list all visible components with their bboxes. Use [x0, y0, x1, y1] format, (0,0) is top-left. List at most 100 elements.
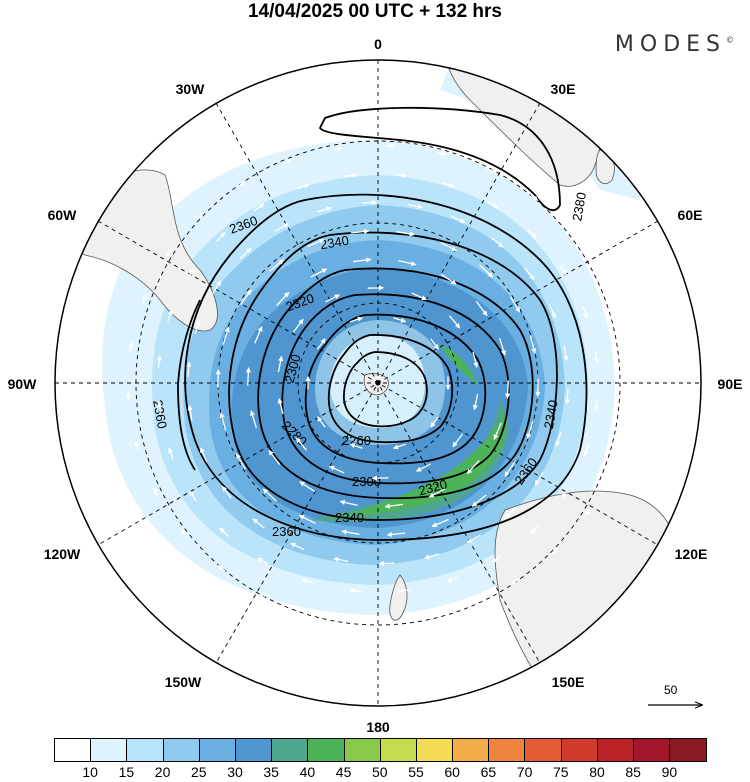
wind-arrow — [568, 228, 576, 237]
wind-arrow — [240, 289, 252, 305]
colorbar-tick-label: 50 — [372, 764, 388, 780]
wind-arrow — [440, 273, 457, 285]
wind-arrow — [424, 553, 440, 560]
wind-arrow — [624, 365, 631, 375]
madagascar-land — [595, 149, 615, 184]
colorbar-tick-label: 40 — [299, 764, 316, 780]
wind-arrow — [440, 242, 458, 252]
wind-arrow — [276, 291, 290, 306]
wind-arrow — [498, 337, 507, 356]
wind-arrow — [348, 588, 362, 594]
colorbar-box — [597, 739, 634, 761]
wind-arrow — [491, 237, 504, 248]
colorbar-box — [561, 739, 598, 761]
wind-arrow — [325, 294, 340, 303]
wind-arrow — [156, 355, 162, 368]
wind-arrow — [472, 393, 479, 411]
wind-arrow — [298, 514, 316, 524]
colorbar-box — [416, 739, 454, 761]
wind-arrow — [466, 534, 481, 544]
wind-arrow — [475, 301, 488, 317]
contour-label: 2340 — [541, 399, 561, 430]
wind-arrow — [333, 146, 343, 152]
colorbar-box — [272, 739, 309, 761]
wind-arrow — [472, 351, 479, 368]
wind-arrow — [622, 414, 628, 425]
map-title: 14/04/2025 00 UTC + 132 hrs — [247, 1, 503, 22]
wind-arrow — [378, 560, 395, 567]
contour-label: 2300 — [282, 353, 304, 385]
wind-arrow — [257, 557, 269, 565]
colorbar-ticks: 10 15 20 25 30 35 40 45 50 55 60 65 70 75 80 85 90 — [54, 764, 706, 782]
colorbar-box — [308, 739, 345, 761]
colorbar-box — [344, 739, 381, 761]
wind-arrow — [487, 201, 499, 209]
wind-arrow — [609, 462, 615, 472]
wind-arrow — [187, 404, 193, 421]
lon-label-60w: 60W — [48, 207, 78, 223]
colorbar-tick-label: 80 — [589, 764, 605, 780]
colorbar-box — [453, 739, 490, 761]
colorbar-tick-label: 30 — [227, 764, 243, 780]
wind-arrow — [529, 335, 537, 354]
wind-arrow — [277, 355, 284, 373]
wind-arrow — [277, 398, 284, 415]
wind-arrow — [491, 555, 503, 563]
wind-arrow — [221, 485, 232, 499]
wind-arrow — [398, 259, 417, 267]
wind-arrow — [504, 506, 517, 519]
colorbar-box — [670, 739, 707, 761]
wind-arrow — [219, 412, 227, 431]
wind-arrow — [350, 228, 370, 235]
wind-arrow — [471, 494, 487, 507]
pole-marker — [375, 380, 381, 386]
wind-arrow — [564, 388, 570, 405]
wind-arrow — [196, 212, 205, 220]
contour-2300 — [281, 293, 510, 485]
wind-arrow — [466, 460, 480, 475]
wind-arrow — [186, 267, 195, 280]
colorbar-box — [199, 739, 236, 761]
polar-map: 2360 2340 2320 2300 2280 2260 2300 2320 … — [8, 36, 743, 735]
wind-arrow — [329, 465, 345, 474]
wind-arrow — [239, 247, 252, 260]
wind-arrow — [349, 316, 364, 323]
colorbar-tick-label: 15 — [118, 764, 135, 780]
contour-outer-west — [177, 299, 201, 471]
wind-arrow — [219, 527, 229, 537]
colorbar-tick-label: 10 — [82, 764, 98, 780]
height-contours — [177, 106, 588, 541]
wind-arrow — [561, 486, 570, 499]
wind-arrow — [583, 444, 589, 457]
wind-arrow — [384, 503, 404, 509]
wind-arrow — [217, 564, 226, 572]
contour-2380 — [318, 106, 561, 212]
wind-arrow — [141, 294, 147, 304]
wind-arrow — [479, 264, 494, 278]
wind-arrow — [245, 367, 251, 386]
colorbar-tick-label: 25 — [191, 764, 207, 780]
wind-arrow — [262, 488, 277, 502]
lon-label-180: 180 — [366, 719, 390, 735]
reference-vector-label: 50 — [664, 683, 678, 697]
wind-arrow — [585, 507, 592, 516]
map-boundary — [54, 59, 702, 707]
wind-arrow — [594, 398, 600, 411]
wind-arrow — [212, 280, 222, 295]
wind-arrow — [235, 453, 247, 470]
wind-arrow — [393, 317, 407, 323]
lon-label-150e: 150E — [552, 674, 585, 690]
wind-arrow — [290, 542, 305, 551]
wind-arrow — [407, 203, 423, 210]
wind-arrow — [295, 437, 307, 451]
colorbar-tick-label: 45 — [335, 764, 352, 780]
wind-vectors — [125, 143, 631, 623]
wind-arrow — [301, 578, 314, 584]
contour-label: 2340 — [335, 510, 364, 525]
wind-arrow — [535, 378, 541, 397]
brand-mark: © — [726, 35, 734, 45]
wind-arrow — [249, 410, 258, 429]
lon-label-120e: 120E — [675, 546, 708, 562]
wind-arrow — [428, 488, 446, 498]
contour-label: 2360 — [272, 524, 301, 539]
